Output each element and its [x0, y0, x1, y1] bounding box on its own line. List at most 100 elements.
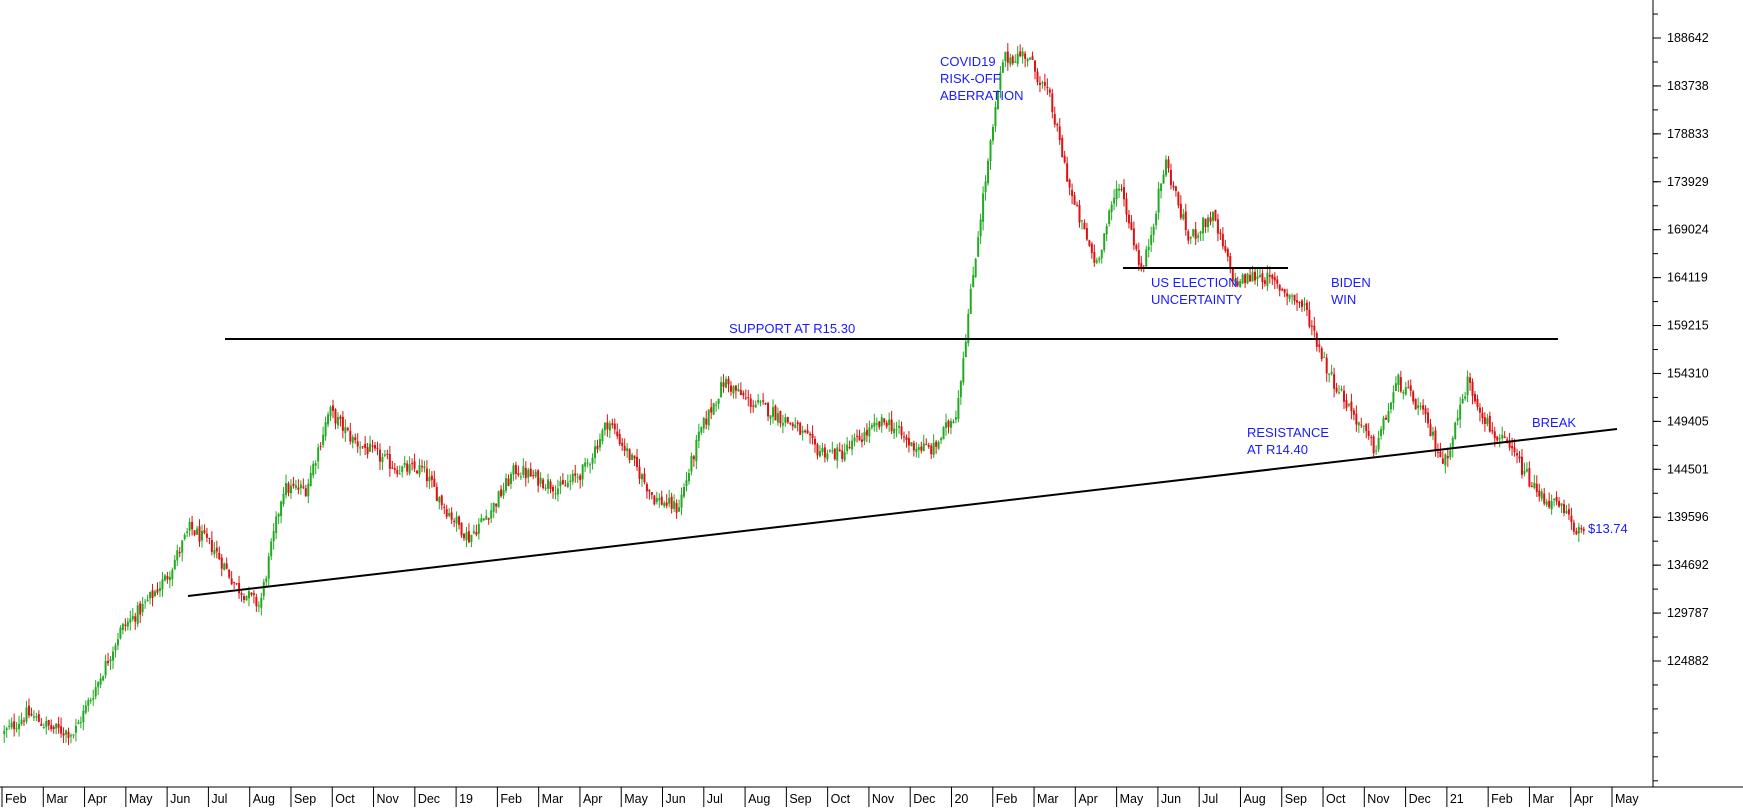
candle-body [611, 423, 614, 425]
candle-body [596, 445, 599, 450]
candle-body [1145, 249, 1148, 267]
candle-body [821, 448, 824, 452]
candle-body [794, 424, 797, 428]
candle-body [1226, 249, 1229, 257]
candle-body [633, 455, 636, 459]
candle-body [1446, 456, 1449, 459]
candle-body [1174, 186, 1177, 192]
annotation-break: BREAK [1532, 415, 1576, 430]
y-tick-label: 149405 [1667, 414, 1709, 428]
candle-body [203, 530, 206, 533]
candle-body [757, 399, 760, 403]
x-tick-label: Apr [1574, 792, 1593, 806]
candle-body [428, 476, 431, 482]
y-tick-label: 134692 [1667, 558, 1709, 572]
candle-body [455, 516, 458, 524]
candle-body [15, 728, 18, 730]
candle-body [710, 407, 713, 413]
candle-body [1360, 424, 1363, 426]
candle-body [574, 473, 577, 476]
annotation-biden-line1: BIDEN [1331, 275, 1371, 290]
candle-body [1199, 231, 1202, 234]
candle-body [673, 501, 676, 509]
candle-body [838, 449, 841, 452]
candle-body [1293, 294, 1296, 301]
candle-body [1355, 413, 1358, 425]
candle-body [823, 447, 826, 458]
candle-body [972, 275, 975, 287]
x-tick-label: Jul [707, 792, 723, 806]
x-tick-label: Mar [542, 792, 564, 806]
candlestick-series [3, 43, 1585, 746]
candle-body [1481, 412, 1484, 419]
candle-body [1093, 251, 1096, 263]
candle-body [865, 430, 868, 436]
candle-body [1506, 439, 1509, 442]
annotation-covid-line2: RISK-OFF [940, 71, 1001, 86]
candle-body [1575, 531, 1578, 535]
candle-body [1422, 405, 1425, 410]
candle-body [23, 720, 26, 722]
candle-body [732, 386, 735, 394]
candle-body [1562, 504, 1565, 513]
candle-body [116, 639, 119, 646]
y-tick-label: 124882 [1667, 654, 1709, 668]
candle-body [648, 489, 651, 492]
candle-body [282, 493, 285, 505]
candle-body [1016, 53, 1019, 64]
candle-body [509, 474, 512, 484]
candle-body [947, 420, 950, 428]
candle-body [220, 557, 223, 569]
candle-body [411, 463, 414, 465]
y-tick-label: 173929 [1667, 175, 1709, 189]
candle-body [959, 381, 962, 398]
candle-body [230, 578, 233, 585]
candle-body [522, 466, 525, 476]
candle-body [1155, 213, 1158, 226]
candle-body [40, 723, 43, 726]
candle-body [1399, 377, 1402, 392]
candle-body [754, 404, 757, 408]
candle-body [1580, 528, 1583, 530]
candle-body [875, 423, 878, 425]
candle-body [771, 407, 774, 417]
candle-body [381, 456, 384, 463]
candle-body [448, 512, 451, 516]
candle-body [618, 434, 621, 445]
candle-body [1501, 435, 1504, 439]
candle-body [361, 446, 364, 448]
candle-body [1098, 258, 1101, 261]
candle-body [1333, 374, 1336, 389]
candle-body [1387, 410, 1390, 422]
candle-body [250, 592, 253, 595]
candle-body [1417, 405, 1420, 409]
candle-body [401, 466, 404, 472]
candle-body [111, 651, 114, 661]
candle-body [942, 427, 945, 440]
candle-body [1429, 424, 1432, 437]
candle-body [527, 469, 530, 478]
candle-body [638, 466, 641, 479]
candle-body [1118, 188, 1121, 191]
candle-body [907, 438, 910, 446]
candle-body [739, 390, 742, 396]
candle-body [1147, 246, 1150, 250]
candle-body [1115, 188, 1118, 200]
candle-body [235, 583, 238, 585]
candle-body [1409, 385, 1412, 391]
candle-body [1441, 458, 1444, 464]
candle-body [949, 421, 952, 428]
candle-body [307, 483, 310, 497]
candle-body [925, 444, 928, 446]
candle-body [445, 509, 448, 517]
resistance-trendline [187, 428, 1618, 597]
candle-body [1303, 303, 1306, 305]
candle-body [1194, 229, 1197, 239]
candle-body [502, 490, 505, 496]
candle-body [725, 379, 728, 388]
candle-body [416, 470, 419, 474]
candle-body [413, 461, 416, 469]
candle-body [1192, 229, 1195, 237]
candle-body [720, 382, 723, 398]
candle-body [853, 437, 856, 442]
